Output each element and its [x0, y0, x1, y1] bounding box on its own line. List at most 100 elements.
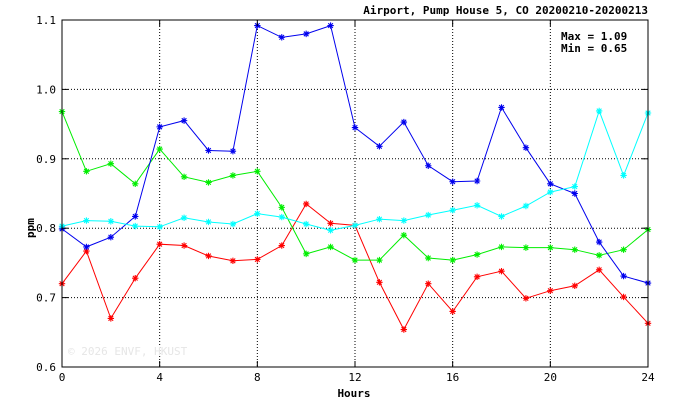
data-point	[278, 213, 285, 221]
data-point	[620, 246, 627, 253]
data-point	[522, 295, 530, 302]
data-point	[302, 200, 310, 208]
x-tick-label: 12	[348, 371, 361, 384]
x-tick-label: 8	[254, 371, 261, 384]
data-point	[547, 244, 554, 251]
data-point	[400, 118, 408, 126]
data-point	[571, 246, 578, 253]
data-point	[498, 213, 505, 220]
data-point	[595, 252, 603, 259]
data-point	[449, 256, 456, 264]
data-point	[473, 251, 481, 258]
data-point	[522, 244, 530, 251]
y-tick-label: 1.1	[36, 14, 56, 27]
y-tick-label: 1.0	[36, 83, 56, 96]
data-point	[620, 272, 627, 280]
data-point	[498, 104, 505, 111]
data-point	[327, 227, 334, 234]
data-point	[278, 204, 285, 211]
data-point	[302, 220, 310, 228]
data-point	[400, 326, 408, 333]
data-point	[620, 293, 627, 301]
data-point	[83, 217, 90, 224]
data-point	[107, 234, 115, 241]
data-point	[229, 147, 237, 155]
data-point	[571, 183, 578, 190]
series-line	[61, 24, 649, 284]
data-point	[547, 180, 554, 187]
data-point	[229, 257, 237, 265]
y-tick-label: 0.8	[36, 222, 56, 235]
data-point	[180, 117, 188, 124]
data-point	[425, 211, 432, 219]
series-3	[58, 22, 652, 287]
data-point	[83, 247, 90, 255]
data-point	[107, 160, 115, 167]
y-axis-ticks: 0.6 0.7 0.8 0.9 1.0 1.1	[36, 14, 648, 374]
data-point	[425, 254, 432, 262]
data-point	[205, 218, 212, 226]
data-point	[351, 222, 359, 229]
data-point	[547, 287, 554, 294]
data-point	[449, 206, 456, 214]
data-point	[595, 266, 603, 274]
data-point	[547, 188, 554, 196]
max-annotation: Max = 1.09	[561, 30, 627, 43]
y-axis-title: ppm	[24, 218, 37, 238]
x-tick-label: 20	[544, 371, 557, 384]
data-point	[205, 147, 212, 154]
data-point	[156, 240, 163, 248]
data-point	[83, 168, 90, 175]
data-point	[498, 243, 505, 251]
data-point	[376, 215, 383, 223]
x-axis-title: Hours	[337, 387, 370, 400]
data-point	[498, 268, 505, 275]
data-point	[156, 123, 163, 131]
data-point	[327, 220, 334, 227]
data-point	[327, 22, 334, 29]
data-point	[180, 173, 188, 181]
y-tick-label: 0.6	[36, 361, 56, 374]
data-point	[376, 279, 383, 286]
data-point	[473, 202, 481, 209]
data-point	[327, 243, 334, 251]
y-tick-label: 0.7	[36, 292, 56, 305]
x-axis-ticks: 0 4 8 12 16 20 24	[59, 20, 655, 384]
data-point	[449, 308, 456, 315]
data-point	[132, 213, 139, 220]
y-tick-label: 0.9	[36, 153, 56, 166]
data-point	[132, 180, 139, 187]
data-point	[351, 124, 359, 131]
data-point	[522, 144, 530, 151]
data-point	[376, 256, 383, 264]
data-point	[229, 220, 237, 228]
data-point	[205, 179, 212, 186]
x-tick-label: 4	[156, 371, 163, 384]
data-point	[156, 145, 163, 153]
data-point	[107, 218, 115, 225]
data-point	[83, 243, 90, 251]
data-point	[107, 315, 115, 322]
data-point	[132, 274, 139, 282]
data-point	[254, 210, 261, 217]
x-tick-label: 24	[641, 371, 655, 384]
data-point	[229, 172, 237, 179]
data-point	[278, 34, 285, 41]
data-point	[473, 273, 481, 280]
data-point	[351, 256, 359, 264]
data-point	[180, 214, 188, 221]
data-point	[620, 172, 627, 179]
data-point	[302, 250, 310, 258]
data-point	[254, 168, 261, 175]
data-point	[595, 238, 603, 246]
grid	[62, 20, 648, 367]
data-point	[571, 282, 578, 290]
x-tick-label: 0	[59, 371, 66, 384]
data-point	[132, 222, 139, 230]
data-point	[449, 178, 456, 185]
data-point	[205, 252, 212, 260]
data-point	[180, 242, 188, 249]
data-point	[595, 107, 603, 115]
